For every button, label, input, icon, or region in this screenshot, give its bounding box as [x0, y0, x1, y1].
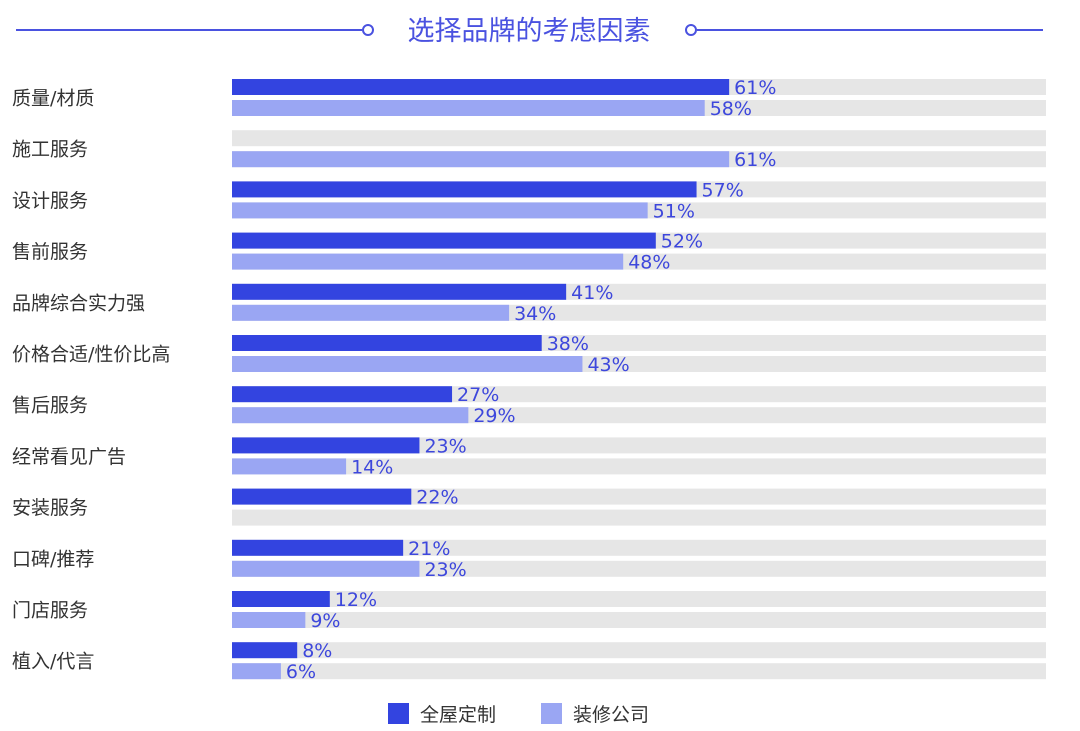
- legend: 全屋定制 装修公司: [388, 703, 649, 726]
- data-label: 48%: [628, 252, 670, 274]
- data-label: 51%: [653, 200, 695, 222]
- bar-series-1: [232, 335, 542, 351]
- data-label: 61%: [734, 77, 776, 99]
- bars: 61%58%61%57%51%52%48%41%34%38%43%27%29%2…: [232, 77, 1046, 683]
- category-label: 口碑/推荐: [12, 548, 94, 570]
- title-group: 选择品牌的考虑因素: [16, 16, 1043, 47]
- category-label: 价格合适/性价比高: [12, 344, 170, 366]
- data-label: 34%: [514, 303, 556, 325]
- category-label: 安装服务: [12, 497, 88, 519]
- data-label: 29%: [473, 405, 515, 427]
- data-label: 41%: [571, 282, 613, 304]
- title-rule-right-dot: [685, 24, 697, 36]
- bar-track: [232, 663, 1046, 680]
- data-label: 23%: [424, 435, 466, 457]
- bar-series-1: [232, 539, 404, 556]
- data-label: 23%: [424, 559, 466, 581]
- category-label: 门店服务: [12, 600, 88, 622]
- data-label: 9%: [310, 610, 340, 632]
- bar-track: [232, 642, 1046, 659]
- legend-swatch: [541, 703, 562, 724]
- bar-series-1: [232, 181, 697, 198]
- bar-track: [232, 591, 1046, 607]
- legend-label: 装修公司: [573, 704, 649, 726]
- bar-series-2: [232, 304, 510, 321]
- category-label: 施工服务: [12, 139, 88, 161]
- bar-series-1: [232, 488, 412, 505]
- category-label: 设计服务: [12, 190, 88, 212]
- bar-series-2: [232, 151, 730, 168]
- data-label: 27%: [457, 384, 499, 406]
- data-label: 21%: [408, 538, 450, 560]
- legend-swatch: [388, 703, 409, 724]
- bar-series-1: [232, 642, 298, 659]
- category-labels: 质量/材质施工服务设计服务售前服务品牌综合实力强价格合适/性价比高售后服务经常看…: [12, 88, 170, 673]
- bar-series-2: [232, 356, 583, 372]
- data-label: 61%: [734, 149, 776, 171]
- bar-series-2: [232, 560, 420, 577]
- data-label: 8%: [302, 640, 332, 662]
- data-label: 38%: [547, 333, 589, 355]
- bar-track: [232, 509, 1046, 526]
- data-label: 22%: [416, 487, 458, 509]
- category-label: 品牌综合实力强: [12, 292, 145, 314]
- bar-series-2: [232, 663, 281, 680]
- data-label: 57%: [702, 179, 744, 201]
- bar-track: [232, 488, 1046, 505]
- bar-series-2: [232, 100, 705, 116]
- bar-series-1: [232, 283, 567, 300]
- category-label: 售后服务: [12, 395, 88, 417]
- bar-track: [232, 458, 1046, 475]
- data-label: 43%: [587, 354, 629, 376]
- title-rule-left-dot: [362, 24, 374, 36]
- bar-track: [232, 560, 1046, 577]
- bar-track: [232, 437, 1046, 454]
- data-label: 52%: [661, 231, 703, 253]
- bar-series-1: [232, 437, 420, 454]
- chart-title: 选择品牌的考虑因素: [408, 16, 651, 47]
- bar-series-2: [232, 458, 347, 475]
- bar-track: [232, 130, 1046, 147]
- bar-series-1: [232, 591, 330, 607]
- bar-series-1: [232, 386, 453, 403]
- bar-series-2: [232, 612, 306, 628]
- legend-label: 全屋定制: [420, 704, 496, 726]
- bar-series-2: [232, 253, 624, 270]
- bar-track: [232, 539, 1046, 556]
- data-label: 12%: [335, 589, 377, 611]
- bar-series-1: [232, 79, 730, 95]
- bar-track: [232, 612, 1046, 628]
- category-label: 质量/材质: [12, 88, 94, 110]
- category-label: 植入/代言: [12, 651, 94, 673]
- data-label: 6%: [286, 661, 316, 683]
- data-label: 58%: [710, 98, 752, 120]
- category-label: 经常看见广告: [12, 446, 126, 468]
- bar-series-2: [232, 202, 648, 219]
- category-label: 售前服务: [12, 241, 88, 263]
- bar-series-1: [232, 232, 656, 249]
- bar-series-2: [232, 407, 469, 424]
- data-label: 14%: [351, 456, 393, 478]
